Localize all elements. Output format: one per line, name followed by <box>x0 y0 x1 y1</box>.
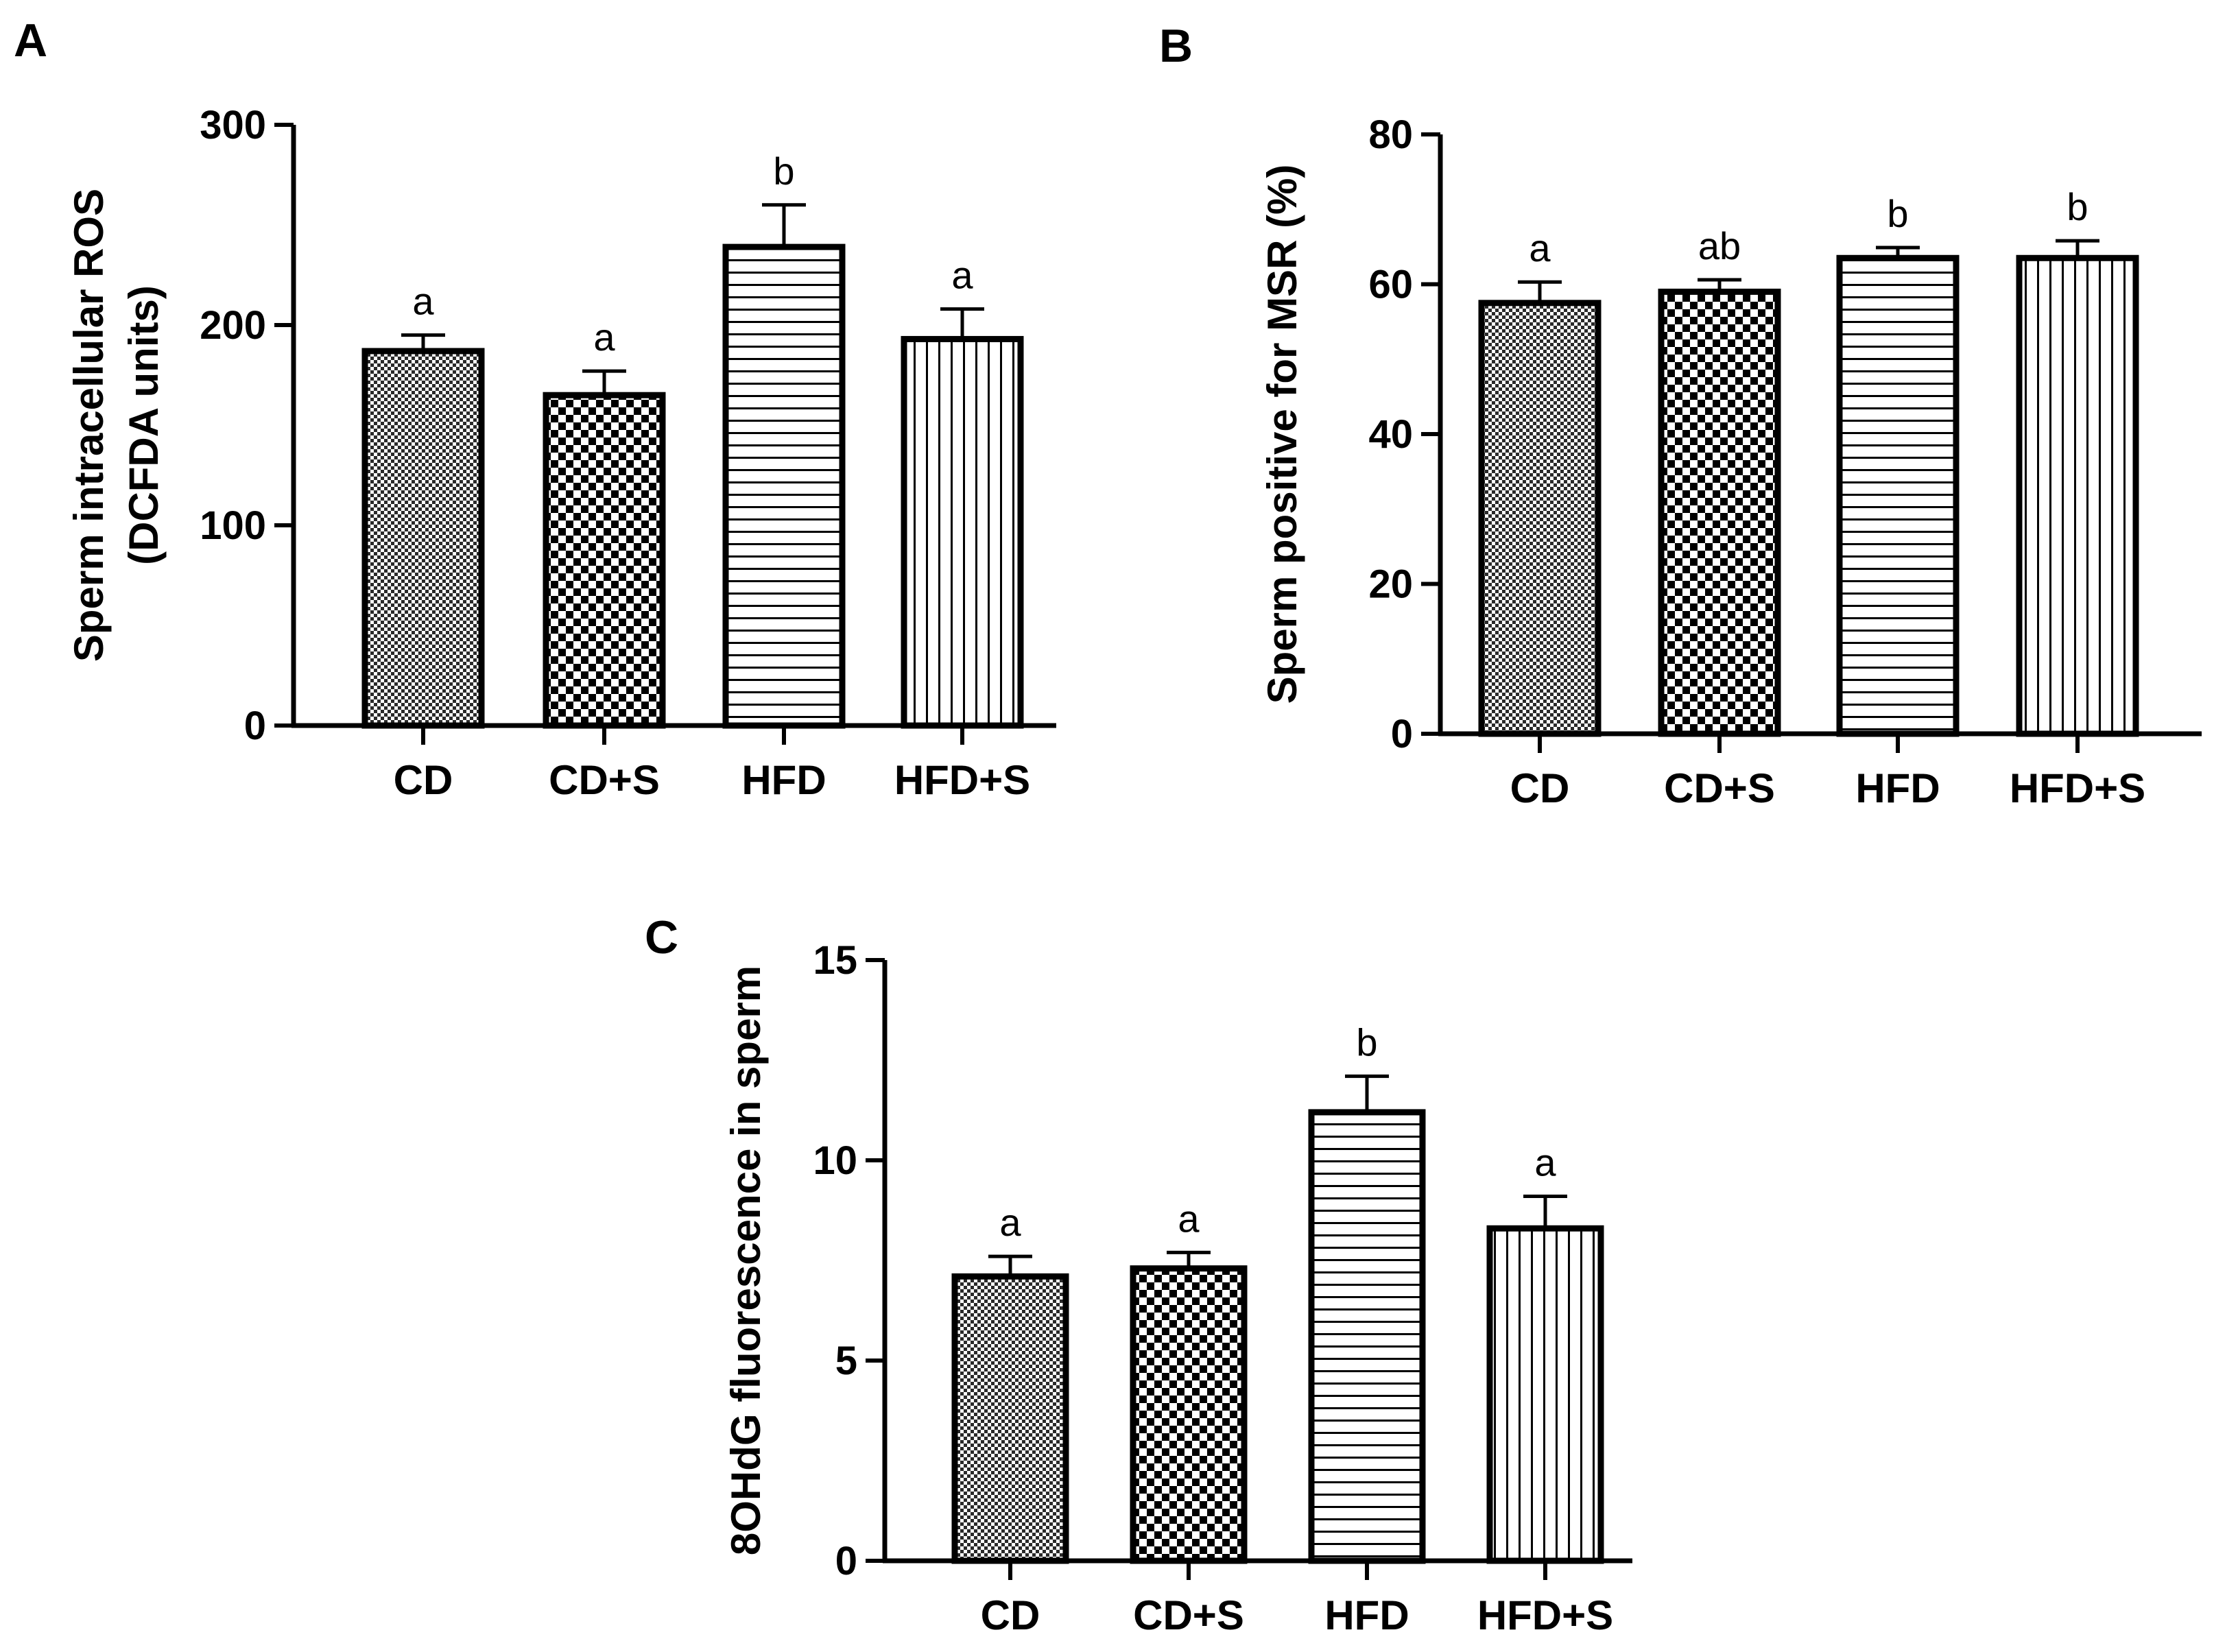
panel-c-category-label: HFD <box>1324 1592 1409 1638</box>
panel-b-y-tick-label: 60 <box>1368 263 1413 307</box>
panel-a-chart: 0 100 200 300 Sperm intracellular ROS (DCFDA … <box>66 103 1056 803</box>
panel-b-letter: B <box>1159 20 1193 72</box>
panel-a-y-tick-label: 100 <box>200 503 266 548</box>
panel-c-category-label: CD <box>981 1592 1040 1638</box>
panel-c-bar-cd-plus-s <box>1130 1265 1248 1564</box>
panel-a-y-tick-label: 200 <box>200 303 266 348</box>
panel-b-category-label: HFD+S <box>2010 765 2145 811</box>
panel-a-category-label: CD+S <box>549 757 660 803</box>
panel-a-significance-label: a <box>412 280 434 323</box>
panel-b-category-label: HFD <box>1855 765 1940 811</box>
panel-b-y-tick-label: 80 <box>1368 112 1413 157</box>
panel-b-y-axis-title: Sperm positive for MSR (%) <box>1259 165 1305 704</box>
panel-c-significance-label: a <box>1534 1141 1556 1184</box>
panel-c-bar-cd <box>951 1273 1069 1564</box>
panel-c-category-label: HFD+S <box>1477 1592 1613 1638</box>
panel-a-significance-label: b <box>773 149 794 193</box>
panel-b-category-label: CD+S <box>1664 765 1775 811</box>
panel-a-category-label: CD <box>394 757 453 803</box>
panel-c-letter: C <box>645 911 678 963</box>
panel-b: B 0 20 40 60 80 Sperm positive for MSR (%) CD a… <box>1159 20 2202 811</box>
panel-c-y-tick-label: 10 <box>813 1138 857 1183</box>
panel-c-y-tick-label: 5 <box>835 1339 857 1383</box>
panel-a-y-tick-label: 300 <box>200 103 266 147</box>
panel-b-bar-hfd-plus-s <box>2016 254 2139 737</box>
panel-a-bar-cd-plus-s <box>543 392 666 729</box>
panel-a-category-label: HFD+S <box>894 757 1030 803</box>
panel-b-y-tick-label: 40 <box>1368 412 1413 457</box>
panel-a-significance-label: a <box>593 315 615 359</box>
panel-c-significance-label: a <box>999 1201 1021 1244</box>
panel-c-significance-label: b <box>1356 1020 1377 1064</box>
panel-a-bar-hfd-plus-s <box>901 335 1024 729</box>
panel-c-bar-hfd <box>1308 1109 1426 1564</box>
panel-c-category-label: CD+S <box>1133 1592 1244 1638</box>
panel-b-y-tick-label: 0 <box>1391 712 1413 756</box>
panel-b-bar-cd <box>1478 300 1602 737</box>
panel-b-significance-label: a <box>1529 226 1551 270</box>
panel-a-bar-hfd <box>722 243 846 729</box>
panel-b-y-tick-label: 20 <box>1368 562 1413 607</box>
panel-b-bar-cd-plus-s <box>1658 288 1781 737</box>
panel-a-y-tick-label: 0 <box>244 704 266 748</box>
panel-c-chart: 0 5 10 15 8OHdG fluorescence in sperm CD a CD+S… <box>723 938 1632 1638</box>
panel-c-bar-hfd-plus-s <box>1486 1225 1604 1564</box>
panel-c-y-axis-title: 8OHdG fluorescence in sperm <box>723 966 769 1555</box>
panel-b-significance-label: ab <box>1698 224 1741 267</box>
panel-c-y-tick-label: 15 <box>813 938 857 983</box>
panel-a-bar-cd <box>361 348 485 729</box>
panel-a-y-axis-title: Sperm intracellular ROS <box>66 189 112 662</box>
panel-b-chart: 0 20 40 60 80 Sperm positive for MSR (%) CD a CD… <box>1259 112 2202 811</box>
panel-a-y-axis-title: (DCFDA units) <box>121 285 167 565</box>
panel-a: A 0 100 200 300 Sperm intracellular ROS (DCFD… <box>14 14 1056 803</box>
panel-c-significance-label: a <box>1178 1197 1200 1240</box>
panel-b-category-label: CD <box>1510 765 1570 811</box>
panel-b-significance-label: b <box>2067 185 2088 228</box>
panel-a-letter: A <box>14 14 47 67</box>
panel-c: C 0 5 10 15 8OHdG fluorescence in sperm CD a CD… <box>645 911 1632 1638</box>
panel-b-bar-hfd <box>1836 254 1960 737</box>
panel-a-significance-label: a <box>951 254 973 297</box>
panel-b-significance-label: b <box>1887 192 1908 235</box>
panel-a-category-label: HFD <box>741 757 826 803</box>
panel-c-y-tick-label: 0 <box>835 1539 857 1583</box>
